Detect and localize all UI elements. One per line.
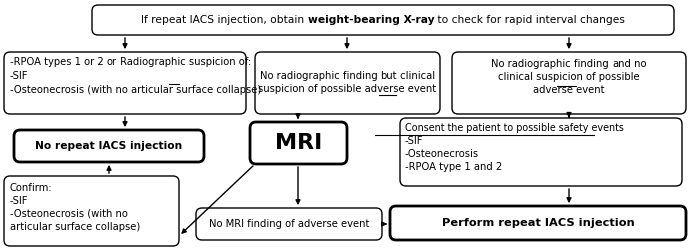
FancyBboxPatch shape — [390, 206, 686, 240]
Text: adverse event: adverse event — [533, 85, 605, 95]
Text: -Osteonecrosis (with no: -Osteonecrosis (with no — [10, 209, 128, 219]
FancyBboxPatch shape — [4, 52, 246, 114]
FancyBboxPatch shape — [196, 208, 382, 240]
Text: no: no — [631, 59, 647, 69]
FancyBboxPatch shape — [4, 176, 179, 246]
Text: MRI: MRI — [275, 133, 322, 153]
Text: Consent the patient to possible safety events: Consent the patient to possible safety e… — [405, 123, 624, 133]
Text: clinical: clinical — [397, 71, 435, 81]
Text: -Osteonecrosis (with no articular surface collapse): -Osteonecrosis (with no articular surfac… — [10, 85, 261, 95]
Text: articular surface collapse): articular surface collapse) — [10, 222, 140, 232]
Text: -RPOA type 1 and 2: -RPOA type 1 and 2 — [405, 162, 502, 172]
Text: -RPOA types 1 or 2: -RPOA types 1 or 2 — [10, 57, 107, 67]
Text: but: but — [381, 71, 397, 81]
Text: -SIF: -SIF — [405, 136, 424, 146]
FancyBboxPatch shape — [250, 122, 347, 164]
Text: clinical suspicion of possible: clinical suspicion of possible — [498, 72, 640, 82]
Text: If repeat IACS injection, obtain: If repeat IACS injection, obtain — [141, 15, 307, 25]
Text: Radiographic suspicion of:: Radiographic suspicion of: — [117, 57, 252, 67]
Text: weight-bearing X-ray: weight-bearing X-ray — [307, 15, 434, 25]
Text: No radiographic finding: No radiographic finding — [491, 59, 612, 69]
FancyBboxPatch shape — [14, 130, 204, 162]
Text: suspicion of possible adverse event: suspicion of possible adverse event — [258, 84, 437, 94]
FancyBboxPatch shape — [400, 118, 682, 186]
Text: No MRI finding of adverse event: No MRI finding of adverse event — [209, 219, 369, 229]
Text: Confirm:: Confirm: — [10, 183, 53, 193]
Text: -SIF: -SIF — [10, 71, 28, 81]
Text: or: or — [107, 57, 117, 67]
Text: -SIF: -SIF — [10, 196, 28, 206]
Text: No radiographic finding: No radiographic finding — [260, 71, 381, 81]
Text: -Osteonecrosis: -Osteonecrosis — [405, 149, 479, 159]
FancyBboxPatch shape — [255, 52, 440, 114]
Text: No repeat IACS injection: No repeat IACS injection — [35, 141, 182, 151]
Text: to check for rapid interval changes: to check for rapid interval changes — [434, 15, 625, 25]
Text: and: and — [612, 59, 631, 69]
Text: Perform repeat IACS injection: Perform repeat IACS injection — [442, 218, 634, 228]
FancyBboxPatch shape — [92, 5, 674, 35]
FancyBboxPatch shape — [452, 52, 686, 114]
